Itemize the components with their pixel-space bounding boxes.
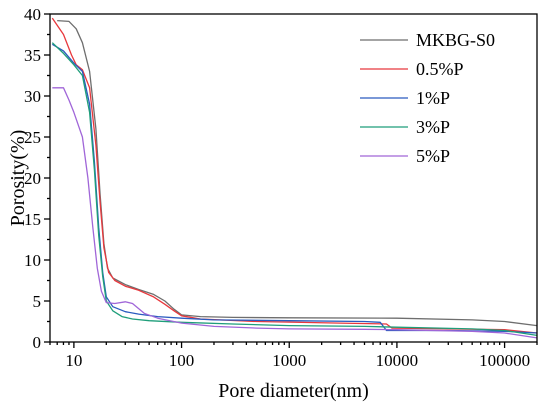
series-line-4: [52, 87, 537, 339]
x-tick-label: 10: [65, 351, 82, 370]
y-tick-label: 35: [24, 46, 41, 65]
y-tick-label: 25: [24, 128, 41, 147]
plot-lines: [51, 17, 537, 339]
y-tick-label: 10: [24, 251, 41, 270]
legend-label-1: 0.5%P: [416, 59, 464, 79]
y-tick-label: 0: [33, 333, 42, 352]
series-line-0: [57, 19, 537, 327]
series-line-3: [51, 42, 537, 337]
legend-label-4: 5%P: [416, 146, 450, 166]
y-tick-label: 15: [24, 210, 41, 229]
y-tick-label: 40: [24, 5, 41, 24]
x-tick-label: 1000: [272, 351, 306, 370]
x-tick-label: 100: [169, 351, 195, 370]
ticks: 0 5 10 15 20 25 30 35 40 10 100 1000 10000 100000: [24, 5, 538, 370]
x-tick-label: 100000: [479, 351, 530, 370]
legend: MKBG-S0 0.5%P 1%P 3%P 5%P: [360, 30, 495, 166]
y-tick-label: 5: [33, 292, 42, 311]
plot-frame: [49, 13, 538, 343]
x-tick-label: 10000: [376, 351, 419, 370]
y-tick-label: 20: [24, 169, 41, 188]
series-line-2: [51, 43, 537, 334]
series-line-1: [51, 17, 537, 334]
x-axis-label: Pore diameter(nm): [218, 380, 369, 402]
y-tick-label: 30: [24, 87, 41, 106]
legend-label-0: MKBG-S0: [416, 30, 495, 50]
axes: [49, 13, 538, 343]
legend-label-2: 1%P: [416, 88, 450, 108]
legend-label-3: 3%P: [416, 117, 450, 137]
y-axis-label: Porosity(%): [7, 130, 29, 227]
